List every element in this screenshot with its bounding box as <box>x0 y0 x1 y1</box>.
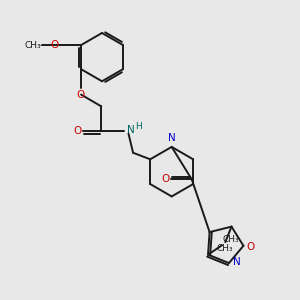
Text: O: O <box>247 242 255 252</box>
Text: CH₃: CH₃ <box>223 236 239 244</box>
Text: O: O <box>51 40 59 50</box>
Text: methoxy: methoxy <box>40 44 46 46</box>
Text: O: O <box>161 174 169 184</box>
Text: CH₃: CH₃ <box>217 244 234 253</box>
Text: N: N <box>233 256 241 266</box>
Text: O: O <box>76 90 84 100</box>
Text: N: N <box>168 133 176 143</box>
Text: CH₃: CH₃ <box>25 40 41 50</box>
Text: N: N <box>127 125 134 135</box>
Text: H: H <box>135 122 141 131</box>
Text: O: O <box>73 126 81 136</box>
